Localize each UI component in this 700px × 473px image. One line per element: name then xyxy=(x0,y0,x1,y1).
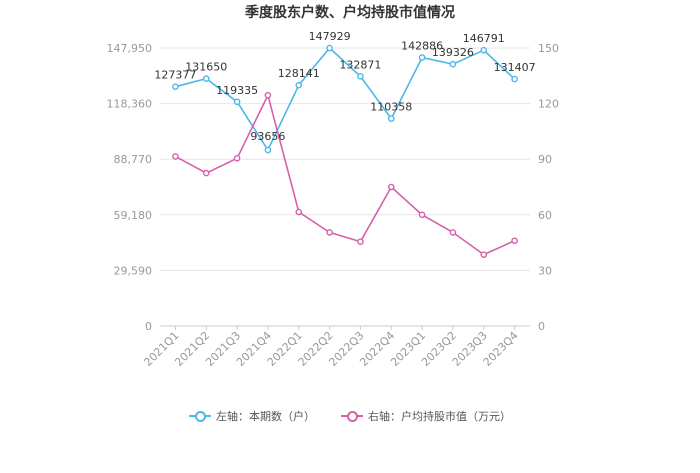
left-axis: 0 29,590 59,180 88,770 118,360 147,950 xyxy=(107,42,153,333)
data-label: 139326 xyxy=(432,46,474,59)
legend-item-right-series[interactable]: 右轴：户均持股市值（万元） xyxy=(341,408,511,424)
right-series-point[interactable] xyxy=(264,91,272,99)
left-tick-label: 147,950 xyxy=(107,42,153,55)
legend-item-left-series[interactable]: 左轴：本期数（户） xyxy=(189,408,315,424)
left-series-point[interactable] xyxy=(264,146,272,154)
left-series-point[interactable] xyxy=(295,81,303,89)
left-tick-label: 29,590 xyxy=(114,264,153,277)
left-series-point[interactable] xyxy=(357,73,364,80)
right-series-line xyxy=(175,93,515,256)
legend-left-swatch xyxy=(189,410,211,422)
right-series-point[interactable] xyxy=(172,153,179,160)
left-series-point[interactable] xyxy=(480,46,488,54)
right-tick-label: 30 xyxy=(538,264,552,277)
chart-title: 季度股东户数、户均持股市值情况 xyxy=(244,4,455,21)
data-label: 110358 xyxy=(370,101,412,114)
left-series-point[interactable] xyxy=(202,75,210,82)
left-series-line xyxy=(175,46,516,152)
right-series-point[interactable] xyxy=(449,229,457,236)
right-axis: 0 30 60 90 120 150 xyxy=(538,42,559,333)
data-label: 146791 xyxy=(463,32,505,45)
right-series-point[interactable] xyxy=(295,208,303,216)
left-series-point[interactable] xyxy=(233,98,241,106)
left-series-point[interactable] xyxy=(326,44,333,52)
right-series-point[interactable] xyxy=(511,237,518,245)
data-label: 131650 xyxy=(185,61,227,74)
data-label: 128141 xyxy=(278,67,320,80)
right-tick-label: 0 xyxy=(538,320,545,333)
right-tick-label: 90 xyxy=(538,153,552,166)
series-layer xyxy=(172,44,518,258)
data-label: 147929 xyxy=(309,30,351,43)
legend-right-swatch xyxy=(341,410,363,422)
right-series-point[interactable] xyxy=(418,211,426,219)
right-series-point[interactable] xyxy=(480,251,488,258)
legend-label-right: 右轴：户均持股市值（万元） xyxy=(368,410,511,423)
right-series-point[interactable] xyxy=(202,169,210,177)
left-series-point[interactable] xyxy=(449,60,457,68)
grid-lines xyxy=(160,47,530,327)
right-tick-label: 120 xyxy=(538,98,559,111)
left-series-point[interactable] xyxy=(172,83,179,90)
data-label: 127377 xyxy=(154,69,196,82)
data-label: 131407 xyxy=(494,61,536,74)
data-label: 132871 xyxy=(339,58,381,71)
left-series-point[interactable] xyxy=(511,75,518,83)
left-tick-label: 59,180 xyxy=(114,209,153,222)
left-tick-label: 0 xyxy=(145,320,152,333)
right-tick-label: 60 xyxy=(538,209,552,222)
legend: 左轴：本期数（户） 右轴：户均持股市值（万元） xyxy=(0,408,700,424)
x-axis: 2021Q12021Q22021Q32021Q42022Q12022Q22022… xyxy=(141,326,521,369)
legend-label-left: 左轴：本期数（户） xyxy=(216,410,315,423)
right-series-point[interactable] xyxy=(387,183,395,191)
left-tick-label: 118,360 xyxy=(107,98,153,111)
right-series-point[interactable] xyxy=(233,154,241,162)
right-series-point[interactable] xyxy=(326,229,333,236)
data-label: 142886 xyxy=(401,40,443,53)
data-label: 93656 xyxy=(250,130,285,143)
left-series-point[interactable] xyxy=(418,54,426,61)
left-series-point[interactable] xyxy=(387,115,395,122)
left-tick-label: 88,770 xyxy=(114,153,153,166)
right-tick-label: 150 xyxy=(538,42,559,55)
data-label: 119335 xyxy=(216,84,258,97)
right-series-point[interactable] xyxy=(357,238,364,245)
